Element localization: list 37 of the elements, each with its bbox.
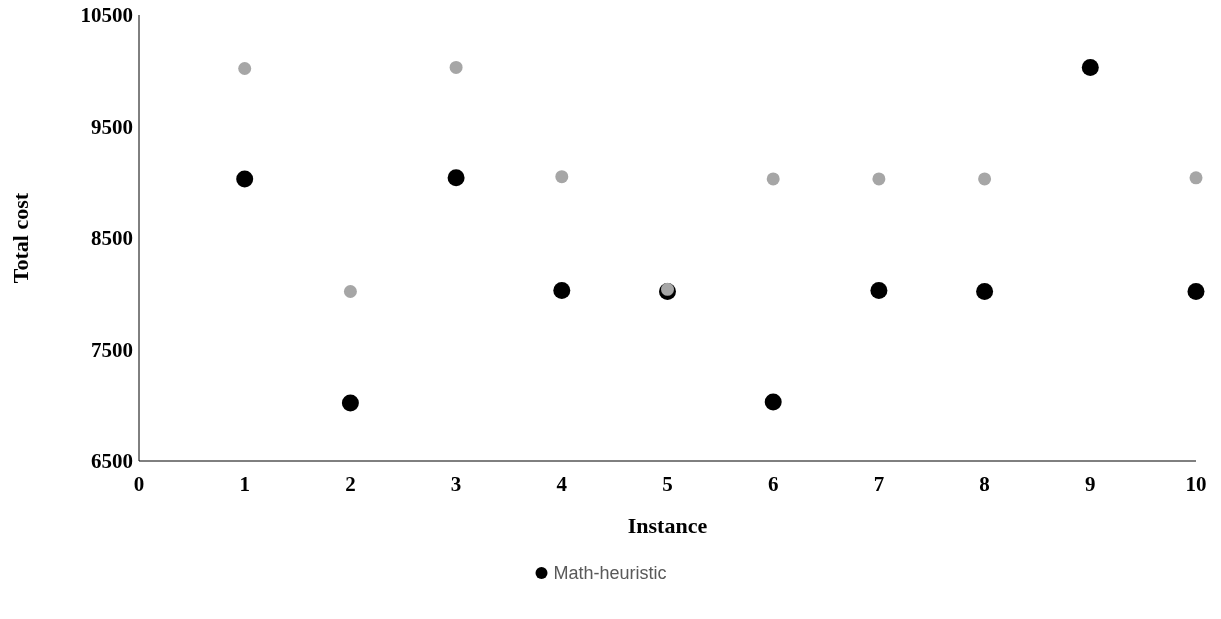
x-tick-label: 7 xyxy=(873,472,885,496)
x-axis-title: Instance xyxy=(627,513,708,538)
y-tick-label: 8500 xyxy=(91,226,133,251)
y-axis-title: Total cost xyxy=(8,192,33,284)
point xyxy=(553,281,571,299)
point xyxy=(872,172,886,186)
point xyxy=(343,285,357,299)
point xyxy=(341,394,359,412)
x-tick-label: 5 xyxy=(662,472,673,496)
point xyxy=(1187,283,1205,301)
y-tick-label: 9500 xyxy=(91,114,133,139)
point xyxy=(449,60,463,74)
legend-label: Math-heuristic xyxy=(553,563,667,584)
x-tick-label: 6 xyxy=(767,472,779,496)
point xyxy=(978,172,992,186)
x-tick-label: 3 xyxy=(450,472,462,496)
x-tick-label: 4 xyxy=(556,472,568,496)
point xyxy=(1081,58,1099,76)
point xyxy=(555,170,569,184)
point xyxy=(976,283,994,301)
point xyxy=(661,282,674,296)
y-tick-label: 6500 xyxy=(91,449,133,474)
point xyxy=(1189,171,1203,185)
y-tick-label: 10500 xyxy=(80,3,133,28)
point xyxy=(870,281,888,299)
y-tick-label: 7500 xyxy=(91,337,133,362)
point xyxy=(236,170,254,188)
point xyxy=(766,172,780,186)
x-tick-label: 2 xyxy=(345,472,356,496)
x-tick-label: 9 xyxy=(1085,472,1096,496)
x-tick-label: 10 xyxy=(1185,472,1207,496)
x-tick-label: 0 xyxy=(133,472,145,496)
x-tick-label: 1 xyxy=(239,472,250,496)
x-tick-label: 8 xyxy=(979,472,990,496)
point xyxy=(764,393,782,411)
point xyxy=(238,62,252,76)
point xyxy=(447,169,465,187)
